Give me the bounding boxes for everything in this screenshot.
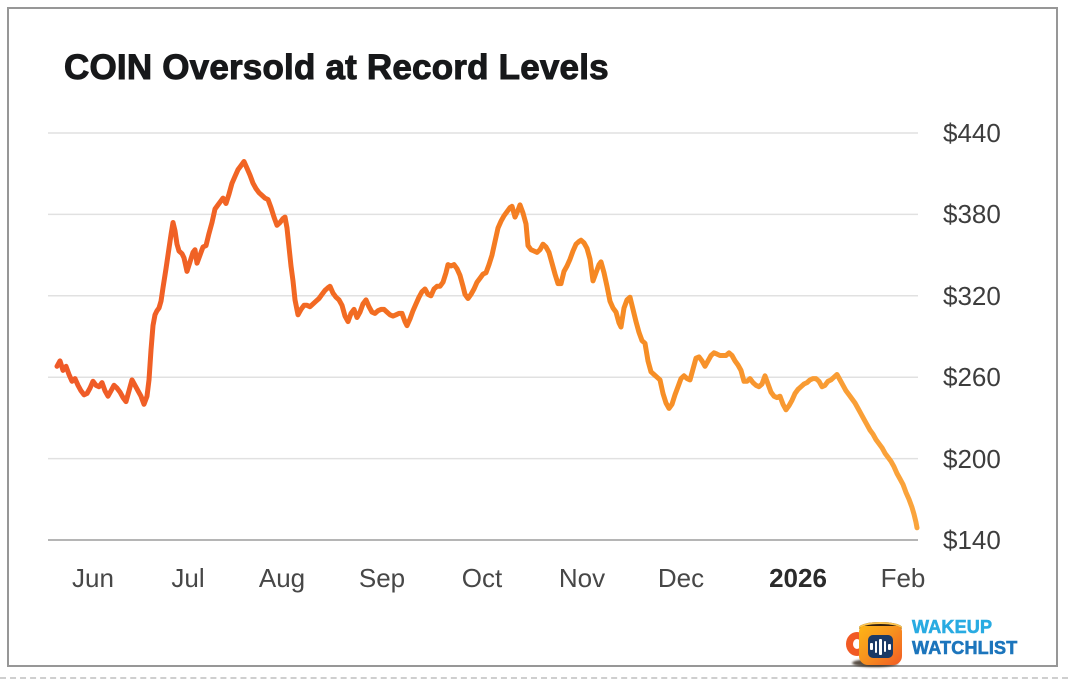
chart-title: COIN Oversold at Record Levels (64, 48, 610, 88)
gridlines (48, 132, 918, 541)
x-axis-label: Sep (358, 563, 406, 593)
y-axis-label: $440 (943, 118, 1001, 148)
x-axis-label: Oct (461, 563, 503, 593)
y-axis-label: $320 (943, 280, 1001, 311)
coffee-mug-icon (846, 617, 908, 667)
x-axis-label: Nov (558, 563, 606, 593)
x-axis-label: Aug (258, 563, 306, 593)
y-axis-label: $380 (943, 199, 1001, 230)
brand-line1: WAKEUP (912, 617, 993, 638)
x-axis-label: 2026 (769, 563, 827, 593)
brand-line2: WATCHLIST (912, 637, 1018, 658)
x-axis-label: Jul (171, 563, 205, 593)
bottom-dashed-divider (0, 677, 1068, 679)
price-line (54, 159, 920, 531)
brand-logo: WAKEUP WATCHLIST (846, 614, 1026, 668)
chart-card (7, 7, 1058, 667)
x-axis-label: Dec (657, 563, 705, 593)
equalizer-bars-icon (868, 635, 893, 658)
y-axis-label: $140 (943, 525, 1001, 555)
x-axis-label: Jun (72, 563, 114, 593)
brand-wordmark: WAKEUP WATCHLIST (912, 617, 1018, 658)
y-axis-label: $260 (943, 362, 1001, 393)
x-axis-label: Feb (880, 563, 926, 593)
y-axis-label: $200 (943, 443, 1001, 474)
